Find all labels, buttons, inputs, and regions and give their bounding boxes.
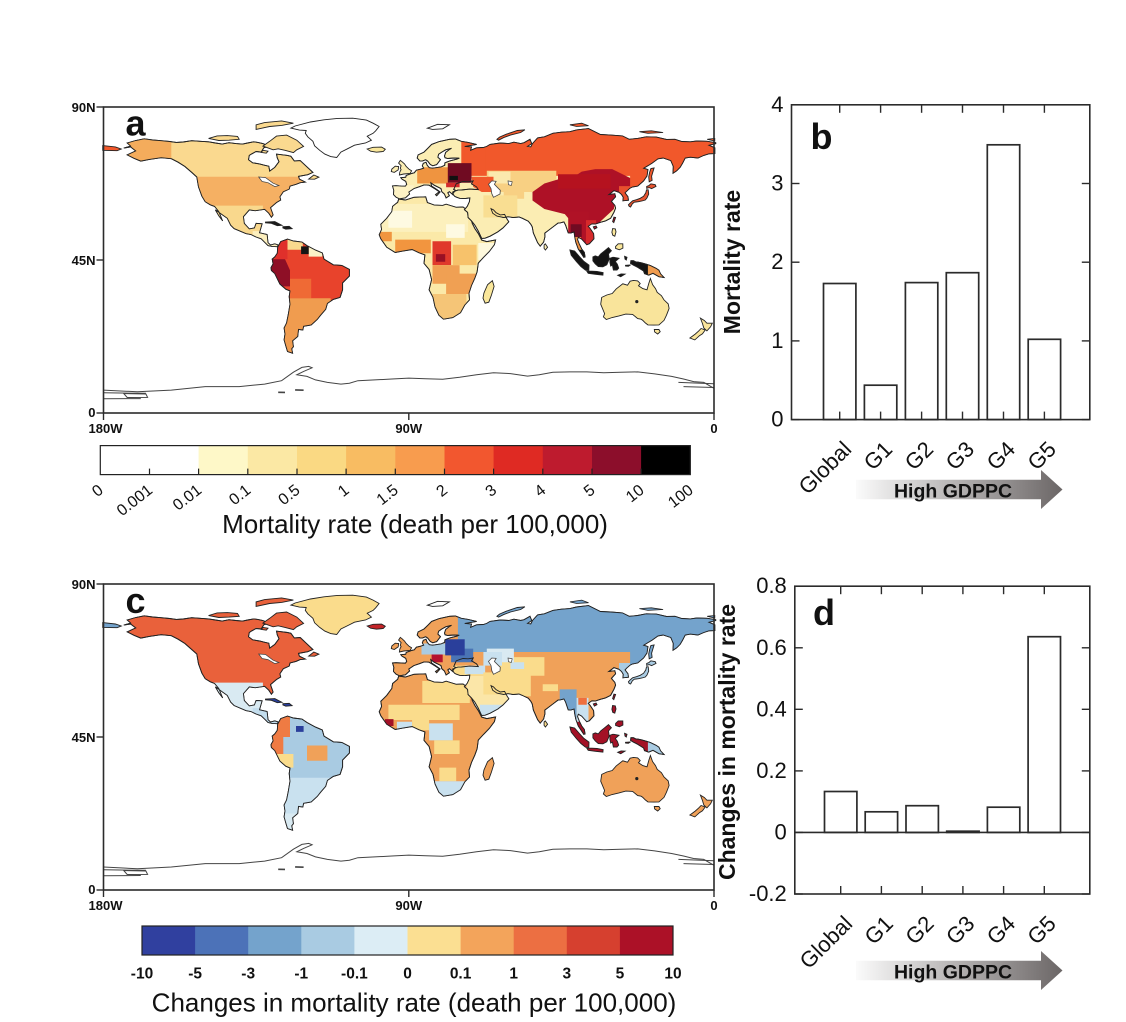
svg-text:0: 0 — [771, 407, 783, 432]
svg-text:High GDPPC: High GDPPC — [894, 962, 1012, 984]
svg-text:4: 4 — [771, 92, 783, 117]
svg-text:0.4: 0.4 — [756, 696, 787, 721]
svg-text:G3: G3 — [941, 911, 979, 949]
svg-text:0: 0 — [88, 882, 95, 897]
svg-text:G1: G1 — [859, 911, 897, 949]
svg-text:180W: 180W — [89, 898, 124, 913]
svg-text:0.6: 0.6 — [756, 635, 787, 660]
svg-text:0.8: 0.8 — [756, 573, 787, 598]
svg-text:G2: G2 — [900, 436, 938, 474]
svg-text:-5: -5 — [188, 966, 202, 983]
svg-text:Global: Global — [794, 436, 857, 499]
svg-text:Global: Global — [795, 911, 858, 974]
svg-text:0.1: 0.1 — [450, 966, 472, 983]
svg-text:90N: 90N — [72, 100, 96, 115]
svg-text:0: 0 — [775, 819, 787, 844]
svg-text:1: 1 — [771, 328, 783, 353]
svg-text:Mortality rate: Mortality rate — [719, 190, 745, 334]
svg-text:G5: G5 — [1022, 911, 1060, 949]
svg-text:-10: -10 — [131, 966, 153, 983]
svg-text:5: 5 — [581, 482, 599, 501]
svg-text:0: 0 — [710, 421, 717, 436]
svg-text:180W: 180W — [89, 421, 124, 436]
svg-text:G2: G2 — [900, 911, 938, 949]
svg-text:G1: G1 — [859, 436, 897, 474]
svg-text:b: b — [811, 116, 833, 157]
svg-text:1: 1 — [335, 482, 353, 501]
svg-text:a: a — [126, 103, 147, 144]
svg-text:Mortality rate (death per 100,: Mortality rate (death per 100,000) — [222, 509, 608, 539]
svg-text:0.2: 0.2 — [756, 758, 787, 783]
svg-text:0.1: 0.1 — [226, 482, 254, 509]
svg-text:100: 100 — [665, 482, 697, 512]
svg-text:Changes in mortality rate (dea: Changes in mortality rate (death per 100… — [152, 988, 677, 1018]
svg-text:G3: G3 — [941, 436, 979, 474]
svg-text:-0.1: -0.1 — [341, 966, 368, 983]
svg-text:0: 0 — [89, 482, 107, 501]
svg-text:G5: G5 — [1022, 436, 1060, 474]
svg-text:0.001: 0.001 — [114, 482, 156, 520]
svg-text:Changes in mortality rate: Changes in mortality rate — [714, 604, 740, 880]
svg-text:45N: 45N — [72, 730, 96, 745]
svg-text:High GDPPC: High GDPPC — [894, 481, 1012, 503]
svg-text:2: 2 — [771, 249, 783, 274]
svg-text:0: 0 — [403, 966, 412, 983]
svg-text:1: 1 — [509, 966, 518, 983]
svg-text:4: 4 — [532, 482, 550, 501]
svg-text:3: 3 — [562, 966, 571, 983]
svg-text:G4: G4 — [982, 436, 1020, 474]
svg-text:10: 10 — [664, 966, 681, 983]
svg-text:0: 0 — [88, 405, 95, 420]
svg-text:10: 10 — [623, 482, 648, 506]
svg-text:-3: -3 — [241, 966, 255, 983]
svg-text:-1: -1 — [294, 966, 308, 983]
svg-text:0: 0 — [710, 898, 717, 913]
svg-text:0.5: 0.5 — [275, 482, 303, 509]
svg-text:3: 3 — [771, 171, 783, 196]
svg-text:G4: G4 — [982, 911, 1020, 949]
svg-text:5: 5 — [616, 966, 625, 983]
svg-text:2: 2 — [433, 482, 451, 501]
svg-text:3: 3 — [483, 482, 501, 501]
svg-text:c: c — [126, 580, 146, 621]
svg-text:90W: 90W — [395, 421, 422, 436]
svg-text:90W: 90W — [395, 898, 422, 913]
svg-text:0.01: 0.01 — [170, 482, 205, 515]
svg-text:d: d — [813, 592, 835, 633]
svg-text:-0.2: -0.2 — [749, 881, 787, 906]
svg-text:45N: 45N — [72, 253, 96, 268]
svg-text:90N: 90N — [72, 577, 96, 592]
svg-text:1.5: 1.5 — [374, 482, 402, 509]
